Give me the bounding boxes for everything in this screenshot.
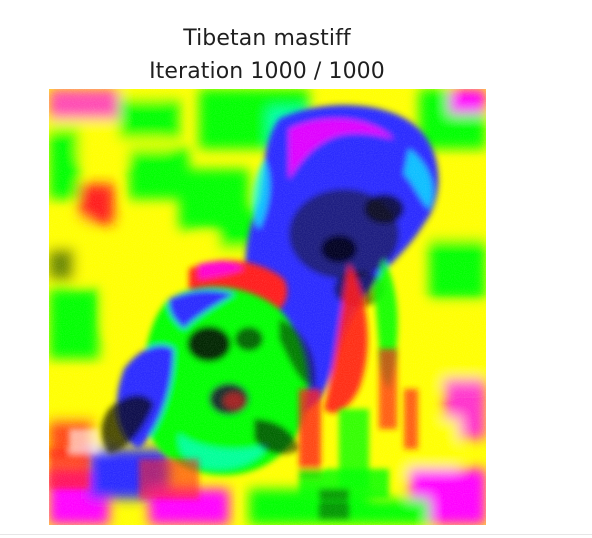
visualization-svg	[49, 89, 486, 525]
figure-title-iteration: Iteration 1000 / 1000	[149, 59, 385, 84]
figure-title-class: Tibetan mastiff	[183, 26, 351, 51]
bottom-divider	[0, 534, 592, 535]
visualization-image	[49, 89, 486, 525]
